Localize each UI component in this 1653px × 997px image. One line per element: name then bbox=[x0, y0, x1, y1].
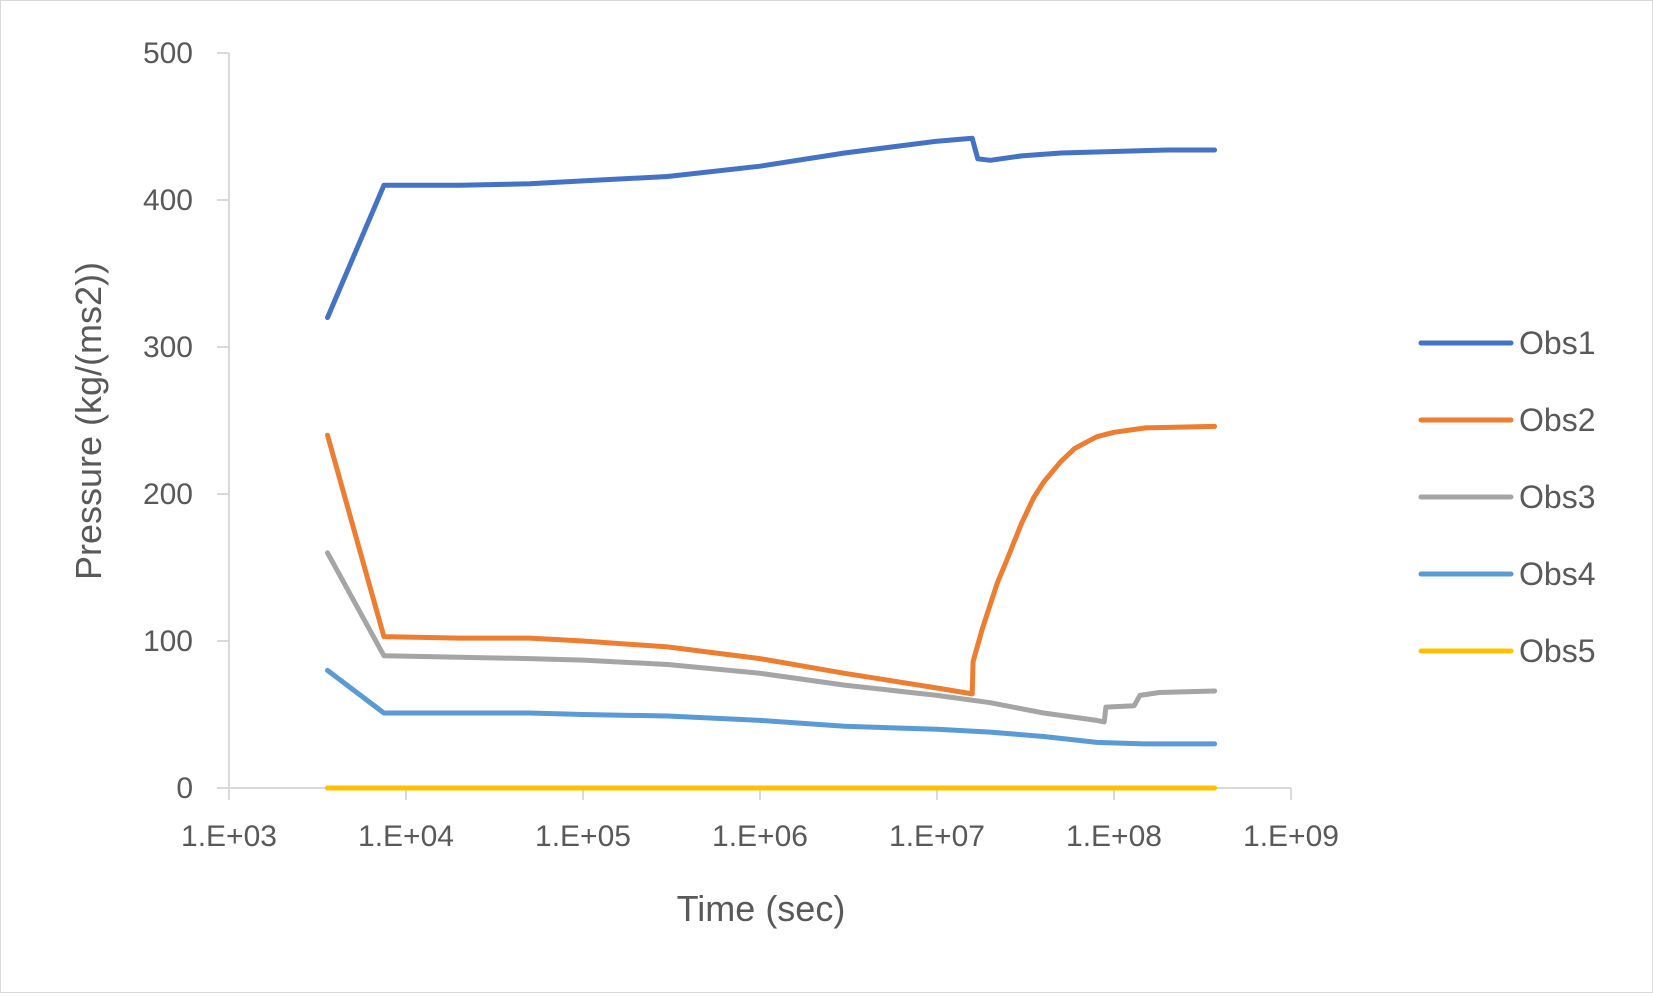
x-tick-label: 1.E+05 bbox=[535, 820, 631, 853]
x-tick-label: 1.E+07 bbox=[889, 820, 985, 853]
y-tick-label: 0 bbox=[176, 772, 193, 805]
legend-label-obs1: Obs1 bbox=[1519, 325, 1595, 361]
y-tick-label: 400 bbox=[143, 184, 193, 217]
x-axis-title: Time (sec) bbox=[677, 888, 846, 929]
series-lines bbox=[325, 135, 1218, 791]
y-tick-label: 200 bbox=[143, 478, 193, 511]
x-tick-label: 1.E+09 bbox=[1243, 820, 1339, 853]
series-line-obs4 bbox=[325, 667, 1218, 747]
y-tick-label: 300 bbox=[143, 331, 193, 364]
x-tick-label: 1.E+04 bbox=[358, 820, 454, 853]
series-line-obs2 bbox=[325, 423, 1218, 697]
axes: 0 100 200 300 400 500 1.E+03 1.E+04 1.E+05 1.E+06… bbox=[143, 37, 1339, 853]
series-line-obs1 bbox=[325, 135, 1218, 321]
legend: Obs1 Obs2 Obs3 Obs4 Obs5 bbox=[1418, 325, 1595, 669]
x-tick-label: 1.E+03 bbox=[181, 820, 277, 853]
y-tick-label: 500 bbox=[143, 37, 193, 70]
y-tick-label: 100 bbox=[143, 625, 193, 658]
legend-label-obs3: Obs3 bbox=[1519, 479, 1595, 515]
legend-label-obs2: Obs2 bbox=[1519, 402, 1595, 438]
x-tick-label: 1.E+08 bbox=[1066, 820, 1162, 853]
legend-label-obs5: Obs5 bbox=[1519, 633, 1595, 669]
legend-label-obs4: Obs4 bbox=[1519, 556, 1595, 592]
y-axis-title: Pressure (kg/(ms2)) bbox=[68, 262, 109, 580]
series-line-obs3 bbox=[325, 550, 1218, 725]
x-tick-label: 1.E+06 bbox=[712, 820, 808, 853]
